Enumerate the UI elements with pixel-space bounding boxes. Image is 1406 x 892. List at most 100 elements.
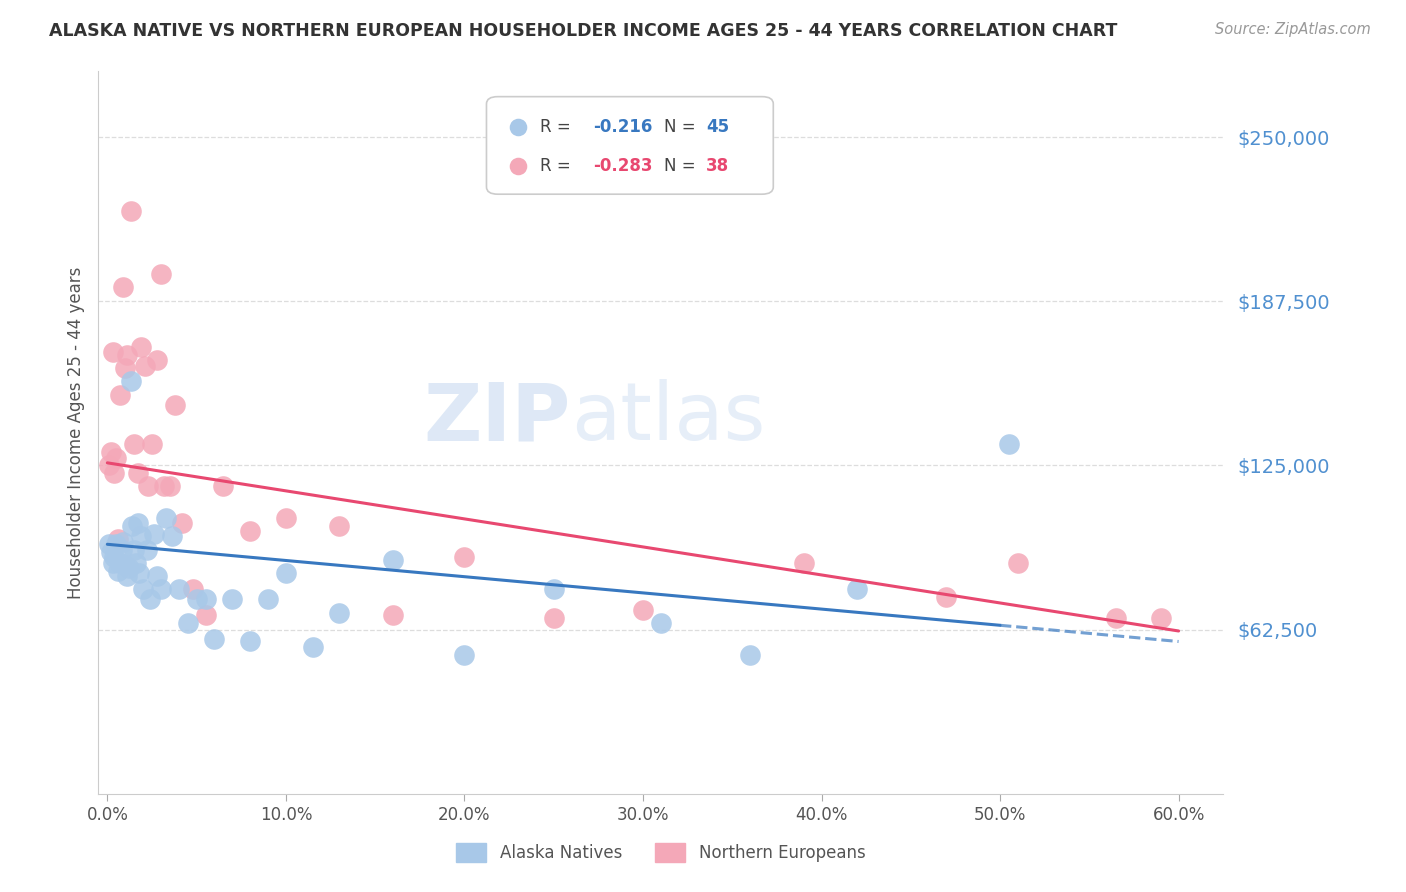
Point <box>120 375 142 389</box>
Point <box>181 582 204 596</box>
Point <box>122 542 145 557</box>
Point <box>118 561 141 575</box>
Point <box>121 519 143 533</box>
Point <box>155 511 177 525</box>
Point <box>105 537 128 551</box>
Text: N =: N = <box>664 118 702 136</box>
Point <box>328 519 350 533</box>
Text: Source: ZipAtlas.com: Source: ZipAtlas.com <box>1215 22 1371 37</box>
Point <box>165 398 187 412</box>
Point <box>998 437 1021 451</box>
Point <box>1105 611 1128 625</box>
FancyBboxPatch shape <box>486 96 773 194</box>
Point <box>111 542 134 557</box>
Point <box>239 524 262 538</box>
Point <box>146 353 169 368</box>
Y-axis label: Householder Income Ages 25 - 44 years: Householder Income Ages 25 - 44 years <box>66 267 84 599</box>
Point <box>172 516 194 531</box>
Text: 45: 45 <box>706 118 728 136</box>
Point <box>100 545 122 559</box>
Point <box>212 479 235 493</box>
Point <box>149 267 172 281</box>
Point <box>186 592 208 607</box>
Text: -0.283: -0.283 <box>593 157 652 175</box>
Point <box>453 648 475 662</box>
Point <box>221 592 243 607</box>
Point <box>98 458 121 473</box>
Point <box>115 348 138 362</box>
Point <box>125 556 148 570</box>
Point <box>453 550 475 565</box>
Legend: Alaska Natives, Northern Europeans: Alaska Natives, Northern Europeans <box>450 836 872 869</box>
Point <box>204 632 226 646</box>
Text: R =: R = <box>540 157 576 175</box>
Point <box>631 603 654 617</box>
Text: atlas: atlas <box>571 379 765 458</box>
Point <box>127 467 149 481</box>
Point <box>103 550 125 565</box>
Point <box>101 345 124 359</box>
Point <box>328 606 350 620</box>
Point <box>762 787 785 801</box>
Point <box>114 558 136 573</box>
Point <box>382 608 405 623</box>
Point <box>274 511 297 525</box>
Point <box>274 566 297 581</box>
Point <box>239 634 262 648</box>
Point <box>543 611 565 625</box>
Point <box>935 590 957 604</box>
Point <box>107 564 129 578</box>
Point <box>543 582 565 596</box>
Point <box>122 437 145 451</box>
Point <box>146 569 169 583</box>
Point <box>103 467 125 481</box>
Point <box>762 787 785 801</box>
Point <box>846 582 869 596</box>
Point <box>257 592 280 607</box>
Point <box>135 542 157 557</box>
Text: R =: R = <box>540 118 576 136</box>
Point <box>108 387 131 401</box>
Point <box>141 437 163 451</box>
Point <box>134 359 156 373</box>
Point <box>112 534 135 549</box>
Point <box>105 450 128 465</box>
Point <box>107 532 129 546</box>
Point <box>301 640 323 654</box>
Point <box>1007 556 1029 570</box>
Point <box>1150 611 1173 625</box>
Point <box>176 616 198 631</box>
Point <box>738 648 761 662</box>
Point <box>194 608 217 623</box>
Point <box>120 203 142 218</box>
Point <box>153 479 176 493</box>
Point <box>101 556 124 570</box>
Point <box>129 529 152 543</box>
Point <box>129 340 152 354</box>
Point <box>167 582 190 596</box>
Point <box>793 556 815 570</box>
Point <box>194 592 217 607</box>
Point <box>650 616 672 631</box>
Text: N =: N = <box>664 157 702 175</box>
Text: ALASKA NATIVE VS NORTHERN EUROPEAN HOUSEHOLDER INCOME AGES 25 - 44 YEARS CORRELA: ALASKA NATIVE VS NORTHERN EUROPEAN HOUSE… <box>49 22 1118 40</box>
Point <box>132 582 155 596</box>
Point <box>128 566 150 581</box>
Point <box>115 569 138 583</box>
Point <box>142 526 165 541</box>
Point <box>100 445 122 459</box>
Point <box>160 529 183 543</box>
Point <box>138 479 160 493</box>
Point <box>159 479 181 493</box>
Point <box>127 516 149 531</box>
Point <box>114 361 136 376</box>
Point <box>98 537 121 551</box>
Text: -0.216: -0.216 <box>593 118 652 136</box>
Point <box>382 553 405 567</box>
Point <box>149 582 172 596</box>
Text: 38: 38 <box>706 157 728 175</box>
Point <box>108 556 131 570</box>
Point <box>112 280 135 294</box>
Text: ZIP: ZIP <box>423 379 571 458</box>
Point <box>139 592 162 607</box>
